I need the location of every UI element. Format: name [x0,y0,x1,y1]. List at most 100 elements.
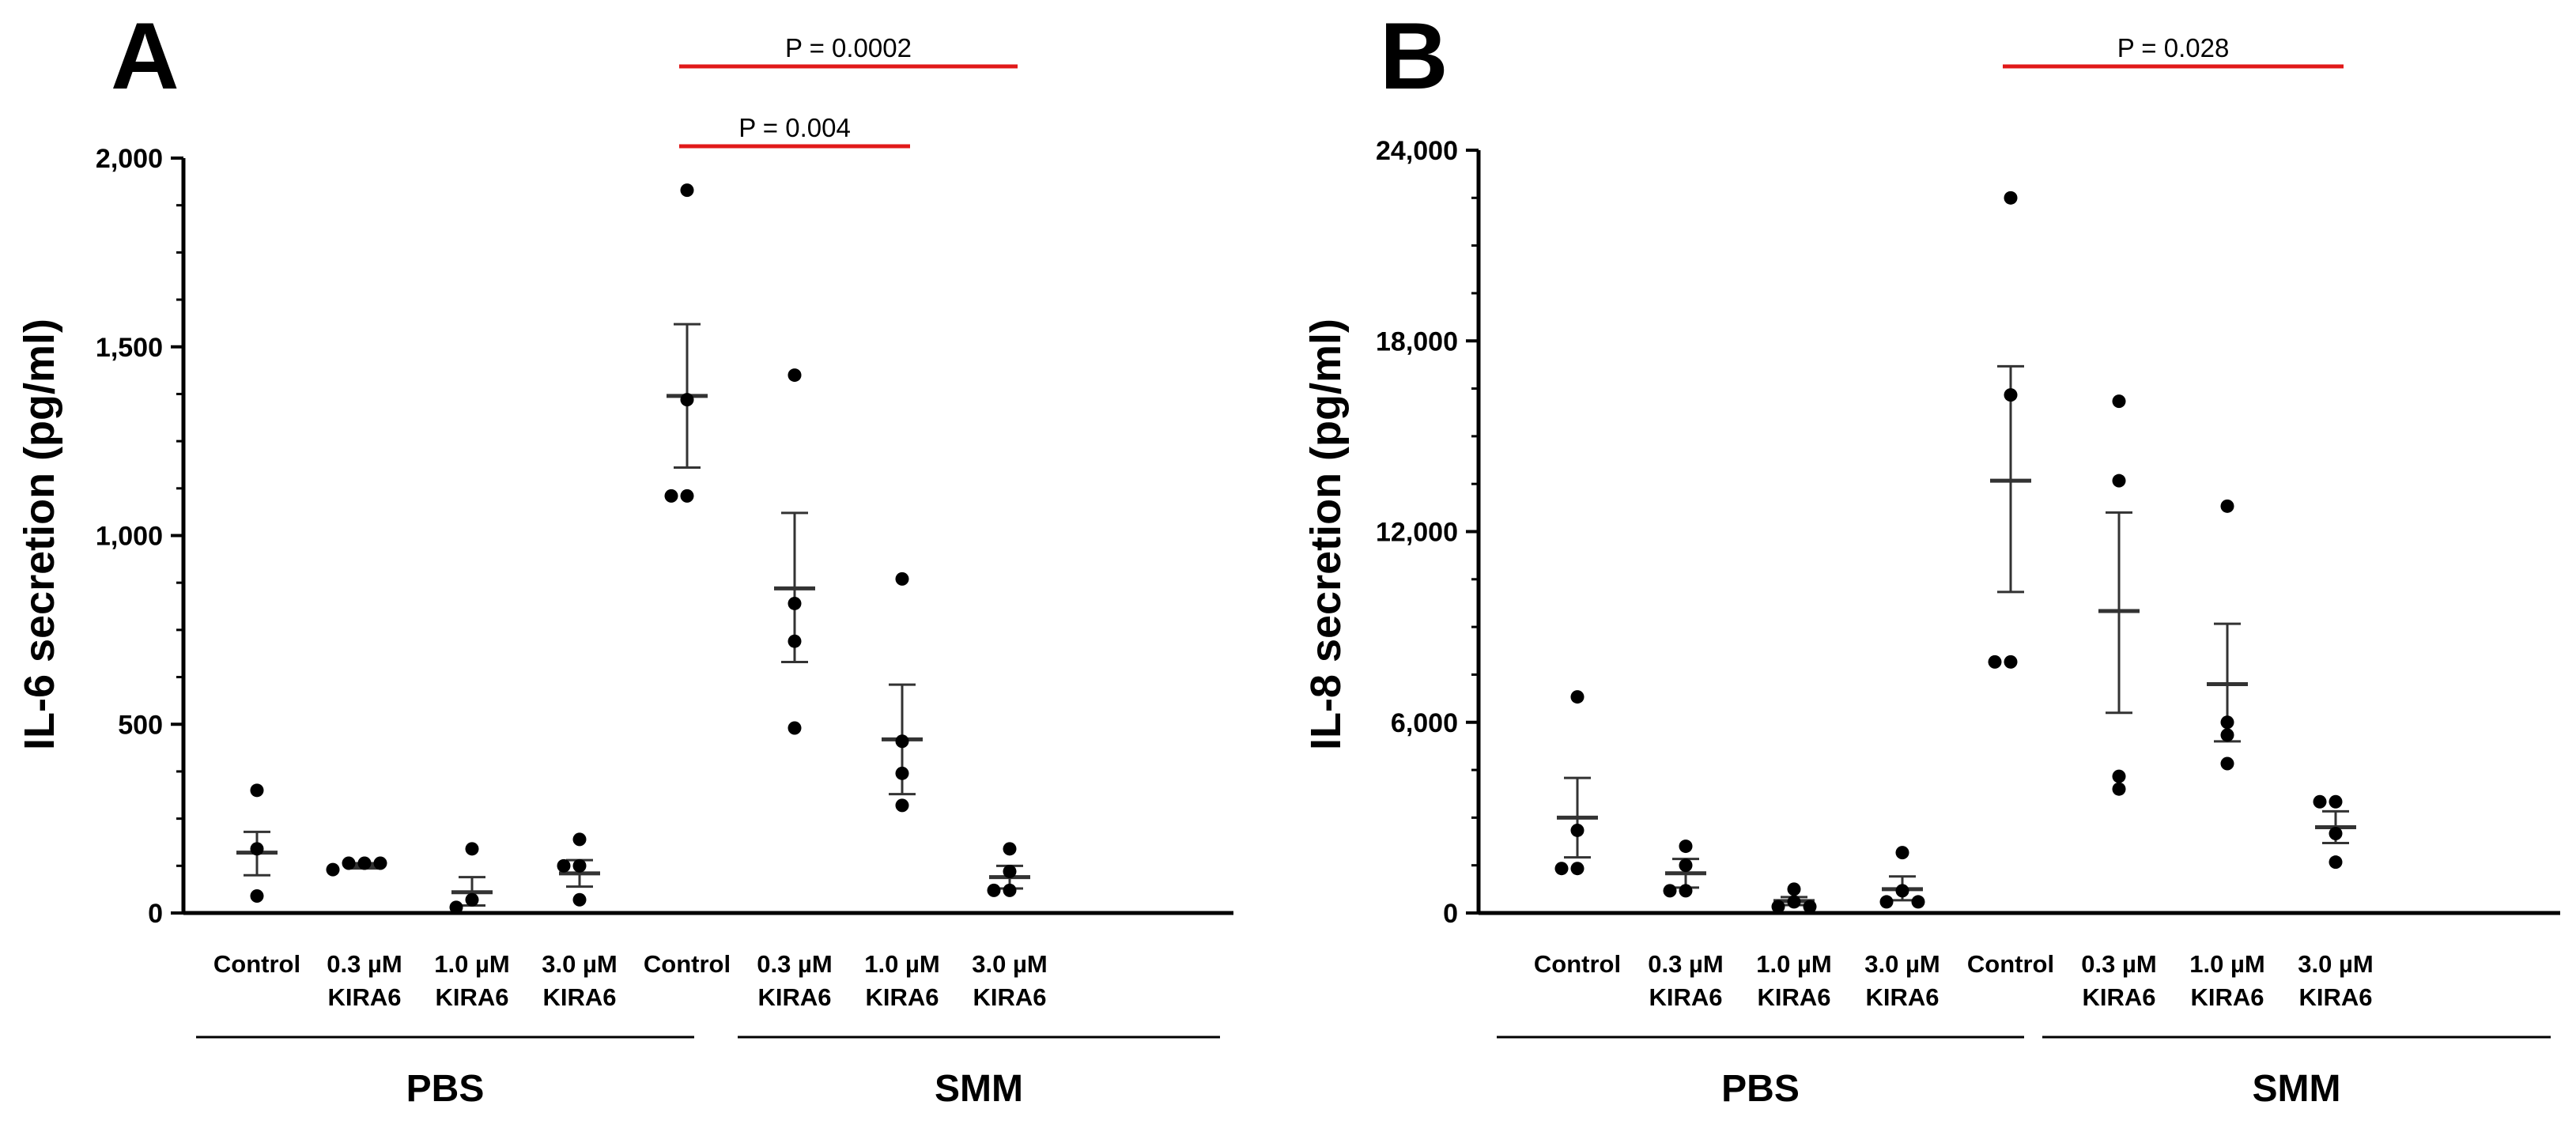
data-point [2112,473,2126,488]
data-point [1003,883,1017,897]
data-point [1663,884,1677,898]
data-point [2112,769,2126,783]
panel-letter: B [1380,3,1449,109]
y-tick-label: 18,000 [1376,326,1458,357]
data-point [357,856,372,870]
y-tick-label: 24,000 [1376,136,1458,166]
category-label: Control [213,950,300,978]
category-label: KIRA6 [865,983,939,1011]
data-point [2220,499,2234,513]
data-point [788,368,802,383]
category-label: KIRA6 [1649,983,1722,1011]
data-point [1771,900,1785,914]
data-point [1787,895,1801,909]
data-point [1895,884,1909,898]
data-point [680,489,694,503]
category-label: Control [1967,950,2054,978]
data-point [1570,690,1585,704]
data-point [2004,388,2018,402]
y-tick-label: 500 [118,710,163,740]
data-point [1679,884,1693,898]
y-axis-title: IL-6 secretion (pg/ml) [16,319,63,750]
category-label: 3.0 µM [1864,950,1940,978]
data-point [2220,728,2234,742]
data-point [895,734,909,749]
category-label: KIRA6 [1757,983,1830,1011]
category-label: 0.3 µM [327,950,402,978]
group-label: PBS [1721,1068,1800,1110]
data-point [1679,839,1693,854]
data-point [449,900,463,915]
panel-letter: A [111,3,179,109]
group-label: SMM [935,1068,1023,1110]
data-point [680,393,694,407]
category-label: KIRA6 [973,983,1046,1011]
category-label: Control [644,950,731,978]
data-point [664,489,678,503]
category-label: KIRA6 [542,983,616,1011]
y-tick-label: 2,000 [96,144,163,174]
data-point [572,832,587,847]
data-point [788,634,802,648]
data-point [2004,655,2018,669]
data-point [895,766,909,780]
p-value-label: P = 0.004 [738,113,851,142]
category-label: 0.3 µM [757,950,832,978]
data-point [373,856,387,870]
category-label: KIRA6 [435,983,508,1011]
data-point [1570,862,1585,876]
data-point [342,856,356,870]
data-point [895,798,909,813]
data-point [1879,895,1894,909]
data-point [1988,655,2002,669]
data-point [1003,864,1017,878]
data-point [2220,715,2234,730]
y-axis-title: IL-8 secretion (pg/ml) [1302,319,1350,750]
group-label: SMM [2253,1068,2341,1110]
category-label: 3.0 µM [542,950,617,978]
data-point [250,889,264,904]
category-label: KIRA6 [1865,983,1939,1011]
category-label: 3.0 µM [2298,950,2373,978]
data-point [2004,191,2018,205]
data-point [572,858,587,873]
y-tick-label: 0 [148,899,163,929]
data-point [465,892,479,907]
data-point [1803,900,1817,914]
data-point [2329,855,2343,870]
data-point [895,572,909,586]
data-point [2112,782,2126,796]
category-label: 1.0 µM [434,950,509,978]
y-tick-label: 12,000 [1376,518,1458,548]
category-label: 1.0 µM [2189,950,2264,978]
panel-a: A 0 500 1,000 1,500 2,000 IL-6 secretion (pg/m… [16,3,1233,1110]
category-label: Control [1534,950,1621,978]
category-label: KIRA6 [2082,983,2155,1011]
data-point [1787,882,1801,896]
category-label: 1.0 µM [864,950,939,978]
data-point [1911,895,1925,909]
data-point [2313,794,2327,809]
p-value-label: P = 0.028 [2117,33,2230,62]
y-tick-label: 6,000 [1391,708,1458,738]
y-tick-label: 1,000 [96,522,163,552]
category-label: KIRA6 [2298,983,2372,1011]
category-label: 1.0 µM [1756,950,1831,978]
data-point [987,883,1001,897]
data-point [788,596,802,610]
category-label: KIRA6 [327,983,401,1011]
category-label: 0.3 µM [2081,950,2156,978]
data-point [2329,794,2343,809]
data-point [680,183,694,198]
data-point [1554,862,1569,876]
data-point [1895,846,1909,860]
category-label: 0.3 µM [1648,950,1723,978]
data-point [465,842,479,856]
y-tick-label: 1,500 [96,333,163,363]
data-point [1003,842,1017,856]
data-point [572,892,587,907]
data-point [2329,826,2343,840]
category-label: 3.0 µM [972,950,1047,978]
data-point [2112,394,2126,409]
